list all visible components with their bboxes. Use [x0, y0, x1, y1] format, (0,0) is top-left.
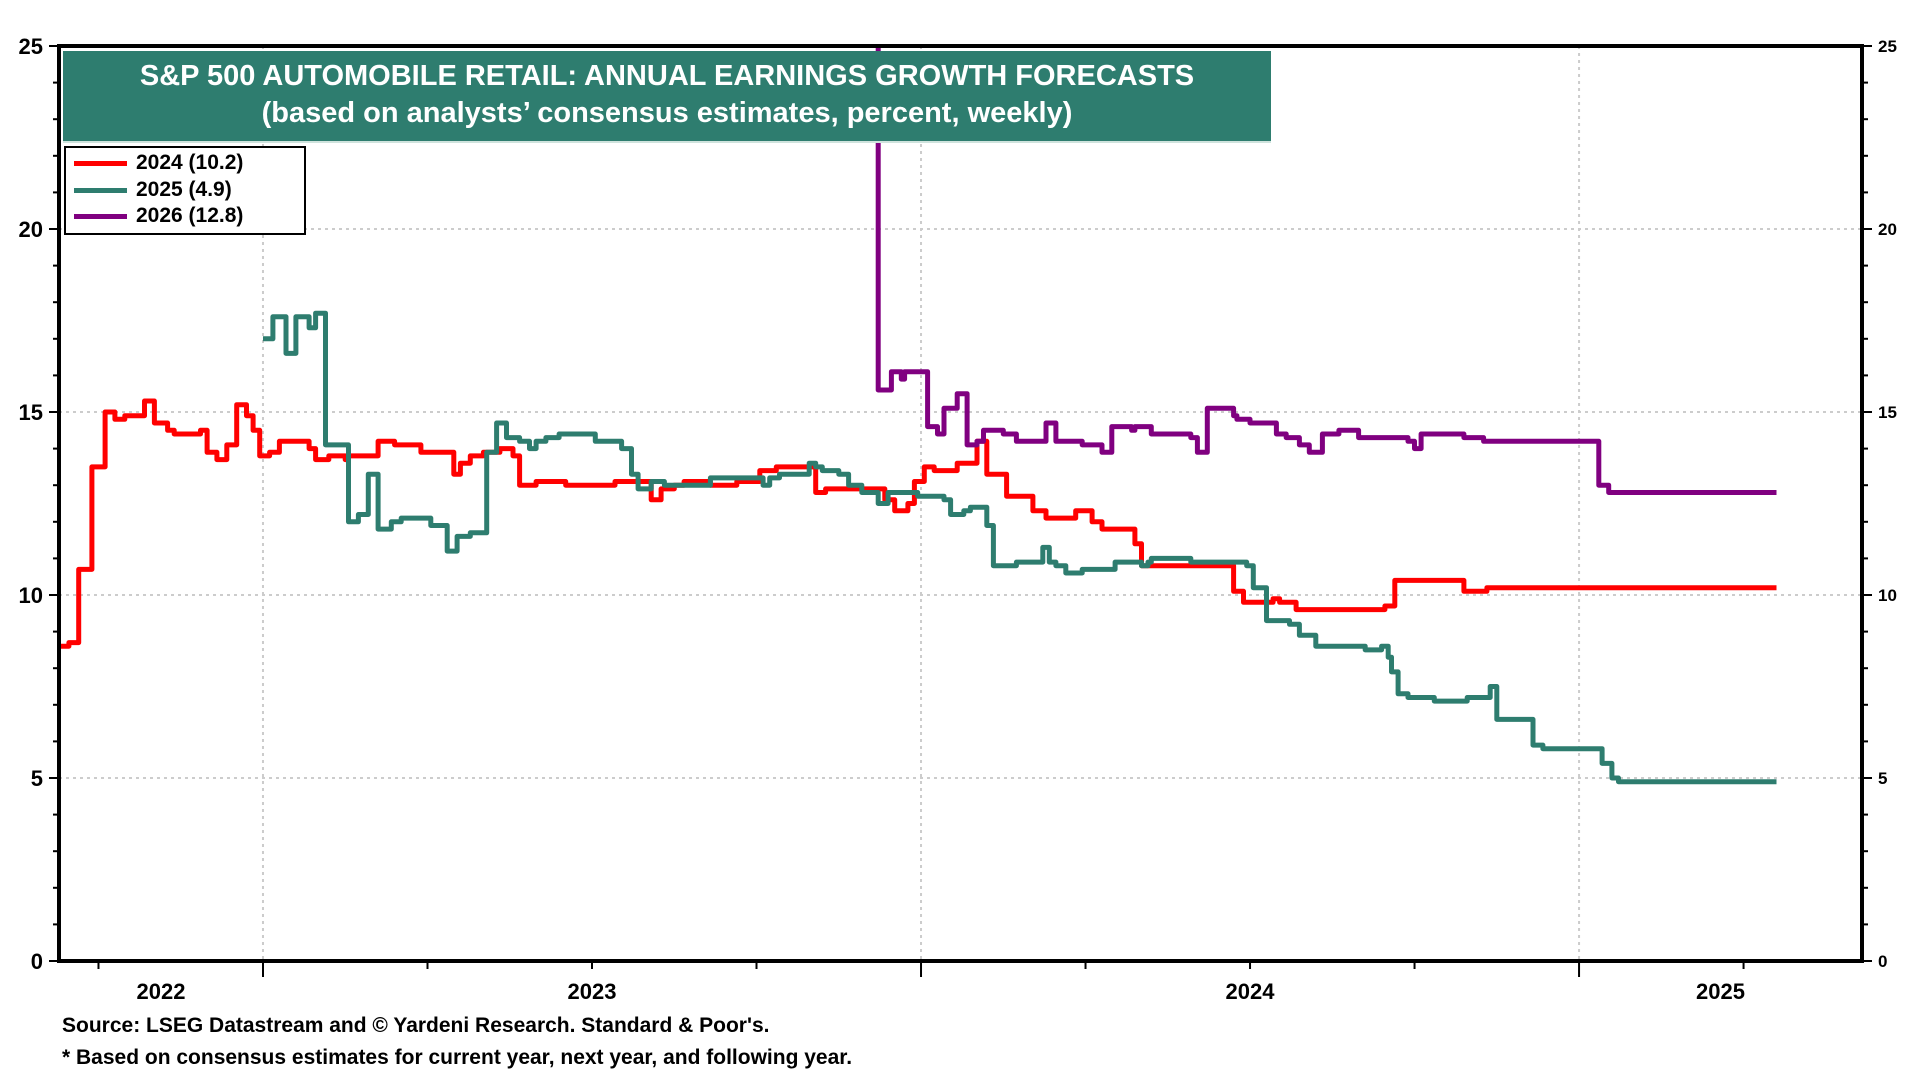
y-tick-label-left: 0	[31, 949, 43, 974]
series-layer	[59, 46, 1777, 785]
x-tick-label: 2022	[137, 979, 186, 1004]
legend-item-2025: 2025 (4.9)	[74, 178, 232, 202]
y-tick-label-right: 5	[1878, 769, 1887, 788]
y-axis-right: 0 5 10 15 20 25	[1878, 37, 1897, 971]
gridlines	[59, 46, 1862, 961]
y-tick-label-left: 20	[19, 217, 43, 242]
y-tick-label-left: 10	[19, 583, 43, 608]
legend-label-2026: 2026 (12.8)	[136, 204, 244, 227]
axis-ticks	[49, 45, 1872, 977]
y-tick-label-right: 0	[1878, 952, 1887, 971]
footnote: * Based on consensus estimates for curre…	[62, 1046, 853, 1069]
y-tick-label-left: 25	[19, 34, 43, 59]
legend: 2024 (10.2) 2025 (4.9) 2026 (12.8)	[64, 146, 306, 235]
legend-label-2024: 2024 (10.2)	[136, 151, 244, 174]
legend-swatch-2025	[74, 187, 127, 193]
plot-frame	[57, 44, 1864, 963]
legend-item-2024: 2024 (10.2)	[74, 151, 243, 175]
y-tick-label-left: 5	[31, 766, 43, 791]
y-axis-left: 0 5 10 15 20 25	[19, 34, 43, 974]
series-line-2026	[875, 46, 1777, 495]
legend-label-2025: 2025 (4.9)	[136, 178, 232, 201]
legend-swatch-2026	[74, 213, 127, 219]
chart-title: S&P 500 AUTOMOBILE RETAIL: ANNUAL EARNIN…	[139, 60, 1195, 92]
y-tick-label-right: 25	[1878, 37, 1897, 56]
source-note: Source: LSEG Datastream and © Yardeni Re…	[62, 1014, 770, 1037]
y-tick-label-right: 10	[1878, 586, 1897, 605]
x-tick-label: 2023	[568, 979, 617, 1004]
x-tick-label: 2024	[1226, 979, 1276, 1004]
y-tick-label-right: 15	[1878, 403, 1897, 422]
chart-subtitle: (based on analysts’ consensus estimates,…	[261, 97, 1073, 129]
series-line-2024	[59, 398, 1777, 649]
legend-item-2026: 2026 (12.8)	[74, 204, 243, 228]
y-tick-label-right: 20	[1878, 220, 1897, 239]
series-line-2025	[263, 310, 1777, 785]
x-axis: 2022 2023 2024 2025	[137, 979, 1745, 1004]
x-tick-label: 2025	[1696, 979, 1745, 1004]
legend-swatch-2024	[74, 160, 127, 166]
y-tick-label-left: 15	[19, 400, 43, 425]
chart-title-box: S&P 500 AUTOMOBILE RETAIL: ANNUAL EARNIN…	[63, 51, 1271, 143]
